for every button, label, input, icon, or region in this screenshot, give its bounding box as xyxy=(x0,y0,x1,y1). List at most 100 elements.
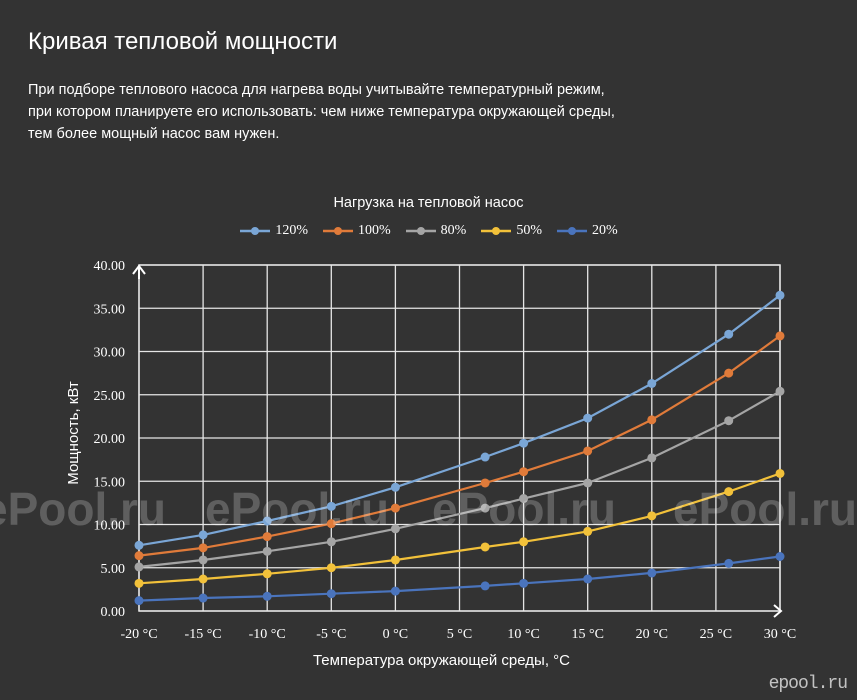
legend-label: 20% xyxy=(592,223,618,238)
data-point xyxy=(390,586,400,596)
legend-item: 100% xyxy=(322,223,391,239)
data-point xyxy=(326,563,336,573)
data-point xyxy=(647,415,657,425)
y-tick-label: 15.00 xyxy=(94,475,126,490)
y-tick-label: 30.00 xyxy=(94,346,126,361)
data-point xyxy=(198,555,208,565)
chart-title: Нагрузка на тепловой насос xyxy=(333,195,524,211)
legend-item: 20% xyxy=(556,223,618,239)
data-point xyxy=(775,331,785,341)
legend-swatch-icon xyxy=(557,227,587,235)
data-point xyxy=(134,596,144,606)
data-point xyxy=(583,478,593,488)
data-point xyxy=(134,578,144,588)
data-point xyxy=(724,416,734,426)
data-point xyxy=(647,511,657,521)
legend-label: 80% xyxy=(440,223,467,238)
legend-swatch-marker xyxy=(251,227,260,235)
y-tick-label: 20.00 xyxy=(94,432,126,447)
x-tick-label: 10 °C xyxy=(507,627,539,642)
legend-label: 50% xyxy=(516,223,542,238)
data-point xyxy=(326,537,336,547)
legend-label: 120% xyxy=(275,223,308,238)
data-point xyxy=(647,568,657,578)
data-point xyxy=(480,581,490,591)
corner-logo: epool.ru xyxy=(768,674,848,694)
x-tick-label: 15 °C xyxy=(571,627,603,642)
data-point xyxy=(390,503,400,513)
data-point xyxy=(724,368,734,378)
intro-line: при котором планируете его использовать:… xyxy=(28,104,615,120)
data-point xyxy=(262,546,272,556)
data-point xyxy=(519,494,529,504)
x-tick-label: 0 °C xyxy=(383,627,408,642)
data-point xyxy=(262,516,272,526)
data-point xyxy=(134,540,144,550)
y-tick-label: 5.00 xyxy=(101,562,126,577)
x-tick-label: 20 °C xyxy=(636,627,668,642)
legend-swatch-icon xyxy=(322,227,353,235)
data-point xyxy=(724,487,734,497)
data-point xyxy=(262,532,272,542)
legend-swatch-marker xyxy=(492,227,501,235)
y-tick-label: 35.00 xyxy=(94,302,126,317)
data-point xyxy=(647,453,657,463)
intro-line: тем более мощный насос вам нужен. xyxy=(28,126,280,142)
y-tick-label: 25.00 xyxy=(94,389,126,404)
x-tick-label: 30 °C xyxy=(764,627,796,642)
data-point xyxy=(724,558,734,568)
data-point xyxy=(134,551,144,561)
intro-line: При подборе теплового насоса для нагрева… xyxy=(28,82,605,98)
y-tick-label: 10.00 xyxy=(94,519,126,534)
x-tick-label: -5 °C xyxy=(316,627,346,642)
legend-item: 80% xyxy=(405,223,467,239)
chart-legend: 120% 100% 80% 50% 20% xyxy=(0,223,857,239)
data-point xyxy=(519,578,529,588)
legend-swatch-marker xyxy=(333,227,342,235)
data-point xyxy=(583,574,593,584)
y-tick-label: 40.00 xyxy=(94,259,126,274)
data-point xyxy=(583,446,593,456)
data-point xyxy=(519,467,529,477)
data-point xyxy=(134,562,144,572)
page-title: Кривая тепловой мощности xyxy=(28,28,338,55)
x-tick-label: -20 °C xyxy=(120,627,157,642)
data-point xyxy=(647,379,657,389)
y-axis-arrow-icon xyxy=(132,264,146,279)
y-axis-label: Мощность, кВт xyxy=(65,381,82,485)
data-point xyxy=(583,413,593,423)
x-tick-label: 25 °C xyxy=(700,627,732,642)
legend-item: 120% xyxy=(239,223,308,239)
data-point xyxy=(775,290,785,300)
data-point xyxy=(198,593,208,603)
y-tick-label: 0.00 xyxy=(101,605,126,620)
x-axis-arrow-icon xyxy=(773,604,783,618)
legend-item: 50% xyxy=(480,223,542,239)
data-point xyxy=(198,574,208,584)
data-point xyxy=(262,591,272,601)
x-tick-label: 5 °C xyxy=(447,627,472,642)
data-point xyxy=(326,501,336,511)
legend-swatch-icon xyxy=(481,227,512,235)
data-point xyxy=(326,519,336,529)
legend-swatch-marker xyxy=(568,227,576,235)
data-point xyxy=(480,503,490,513)
data-point xyxy=(775,552,785,562)
data-point xyxy=(480,478,490,488)
data-point xyxy=(583,526,593,536)
intro-text: При подборе теплового насоса для нагрева… xyxy=(28,79,648,145)
x-axis-label: Температура окружающей среды, °C xyxy=(313,652,570,669)
data-point xyxy=(775,386,785,396)
x-tick-label: -10 °C xyxy=(249,627,286,642)
legend-swatch-marker xyxy=(416,227,425,235)
data-point xyxy=(390,482,400,492)
legend-label: 100% xyxy=(357,223,391,238)
data-point xyxy=(519,537,529,547)
data-point xyxy=(390,555,400,565)
data-point xyxy=(519,438,529,448)
data-point xyxy=(198,543,208,553)
legend-swatch-icon xyxy=(405,227,436,235)
legend-swatch-icon xyxy=(240,227,271,235)
data-point xyxy=(724,329,734,339)
